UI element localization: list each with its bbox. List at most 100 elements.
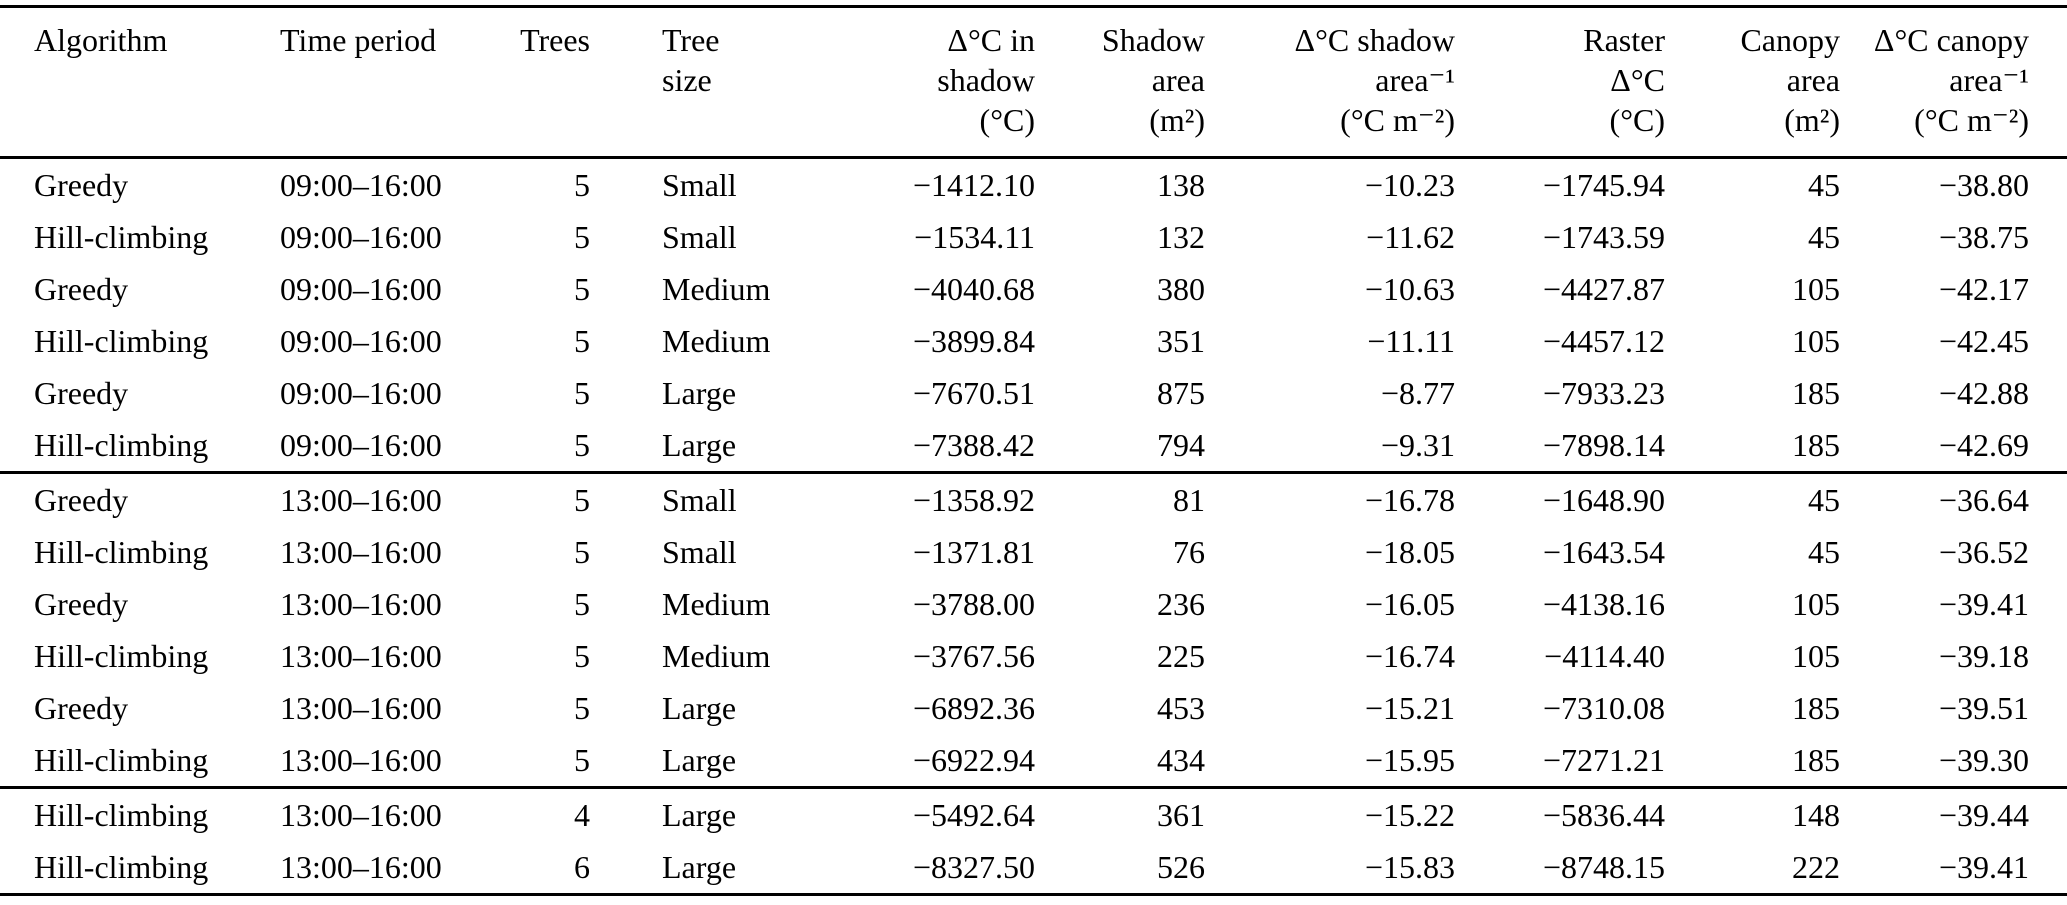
column-header-dc-canopy-area: Δ°C canopy area⁻¹ (°C m⁻²) bbox=[1850, 7, 2067, 158]
header-line: size bbox=[662, 62, 712, 98]
cell-tree-size: Medium bbox=[662, 586, 771, 622]
cell-dc-canopy-area: −42.45 bbox=[1938, 323, 2029, 359]
cell-trees: 5 bbox=[574, 323, 590, 359]
header-line: Time period bbox=[280, 22, 437, 58]
header-line: shadow bbox=[937, 62, 1035, 98]
cell-canopy-area: 45 bbox=[1808, 167, 1840, 203]
cell-dc-shadow-area: −11.62 bbox=[1366, 219, 1455, 255]
cell-dc-shadow: −6892.36 bbox=[912, 690, 1035, 726]
header-line: (°C) bbox=[1609, 102, 1665, 138]
cell-canopy-area: 105 bbox=[1792, 323, 1840, 359]
cell-dc-canopy-area: −39.18 bbox=[1938, 638, 2029, 674]
cell-canopy-area: 45 bbox=[1808, 482, 1840, 518]
header-line: (°C) bbox=[979, 102, 1035, 138]
cell-dc-canopy-area: −36.52 bbox=[1938, 534, 2029, 570]
cell-time-period: 09:00–16:00 bbox=[280, 427, 442, 463]
cell-shadow-area: 132 bbox=[1157, 219, 1205, 255]
cell-dc-shadow-area: −15.22 bbox=[1364, 797, 1455, 833]
cell-canopy-area: 148 bbox=[1792, 797, 1840, 833]
column-header-raster-dc: Raster Δ°C (°C) bbox=[1465, 7, 1675, 158]
cell-time-period: 13:00–16:00 bbox=[280, 742, 442, 778]
cell-raster-dc: −7898.14 bbox=[1542, 427, 1665, 463]
cell-dc-shadow: −1371.81 bbox=[912, 534, 1035, 570]
header-line: Δ°C shadow bbox=[1294, 22, 1455, 58]
cell-dc-canopy-area: −39.30 bbox=[1938, 742, 2029, 778]
cell-shadow-area: 76 bbox=[1173, 534, 1205, 570]
cell-shadow-area: 81 bbox=[1173, 482, 1205, 518]
cell-time-period: 09:00–16:00 bbox=[280, 219, 442, 255]
cell-time-period: 09:00–16:00 bbox=[280, 323, 442, 359]
header-line: Canopy bbox=[1740, 22, 1840, 58]
cell-dc-shadow-area: −10.63 bbox=[1364, 271, 1455, 307]
cell-raster-dc: −7271.21 bbox=[1542, 742, 1665, 778]
column-header-shadow-area: Shadow area (m²) bbox=[1045, 7, 1215, 158]
cell-dc-canopy-area: −39.51 bbox=[1938, 690, 2029, 726]
cell-dc-canopy-area: −38.80 bbox=[1938, 167, 2029, 203]
cell-raster-dc: −8748.15 bbox=[1542, 849, 1665, 885]
cell-shadow-area: 351 bbox=[1157, 323, 1205, 359]
cell-trees: 5 bbox=[574, 271, 590, 307]
cell-algorithm: Hill-climbing bbox=[34, 638, 209, 674]
cell-shadow-area: 794 bbox=[1157, 427, 1205, 463]
cell-time-period: 13:00–16:00 bbox=[280, 849, 442, 885]
cell-canopy-area: 105 bbox=[1792, 638, 1840, 674]
cell-algorithm: Greedy bbox=[34, 482, 129, 518]
cell-dc-shadow: −1412.10 bbox=[912, 167, 1035, 203]
table-row: Greedy 09:00–16:00 5 Medium −4040.68 380 −10.6… bbox=[0, 263, 2067, 315]
cell-shadow-area: 236 bbox=[1157, 586, 1205, 622]
cell-raster-dc: −7310.08 bbox=[1542, 690, 1665, 726]
cell-tree-size: Large bbox=[662, 742, 737, 778]
cell-raster-dc: −1643.54 bbox=[1542, 534, 1665, 570]
cell-time-period: 13:00–16:00 bbox=[280, 638, 442, 674]
cell-dc-canopy-area: −39.41 bbox=[1938, 586, 2029, 622]
row-group-2: Greedy 13:00–16:00 5 Small −1358.92 81 −16.78 −… bbox=[0, 472, 2067, 788]
cell-tree-size: Large bbox=[662, 427, 737, 463]
column-header-tree-size: Tree size bbox=[600, 7, 820, 158]
cell-algorithm: Greedy bbox=[34, 167, 129, 203]
cell-dc-shadow-area: −8.77 bbox=[1380, 375, 1455, 411]
cell-tree-size: Large bbox=[662, 690, 737, 726]
table-row: Greedy 09:00–16:00 5 Large −7670.51 875 −8.77 −… bbox=[0, 367, 2067, 419]
cell-time-period: 13:00–16:00 bbox=[280, 534, 442, 570]
cell-algorithm: Hill-climbing bbox=[34, 849, 209, 885]
cell-algorithm: Hill-climbing bbox=[34, 742, 209, 778]
cell-raster-dc: −4427.87 bbox=[1542, 271, 1665, 307]
column-header-time-period: Time period bbox=[270, 7, 500, 158]
cell-dc-shadow-area: −10.23 bbox=[1364, 167, 1455, 203]
cell-tree-size: Large bbox=[662, 849, 737, 885]
cell-shadow-area: 875 bbox=[1157, 375, 1205, 411]
cell-tree-size: Small bbox=[662, 219, 737, 255]
header-line: Δ°C bbox=[1610, 62, 1665, 98]
cell-time-period: 13:00–16:00 bbox=[280, 586, 442, 622]
cell-raster-dc: −5836.44 bbox=[1542, 797, 1665, 833]
cell-tree-size: Small bbox=[662, 534, 737, 570]
cell-raster-dc: −4114.40 bbox=[1544, 638, 1665, 674]
cell-canopy-area: 105 bbox=[1792, 271, 1840, 307]
cell-time-period: 09:00–16:00 bbox=[280, 375, 442, 411]
header-line: (m²) bbox=[1784, 102, 1840, 138]
header-line: Trees bbox=[520, 22, 590, 58]
column-header-algorithm: Algorithm bbox=[0, 7, 270, 158]
header-row: Algorithm Time period Trees Tree size Δ°C in s… bbox=[0, 7, 2067, 158]
cell-shadow-area: 138 bbox=[1157, 167, 1205, 203]
header-line: area bbox=[1786, 62, 1840, 98]
cell-trees: 5 bbox=[574, 482, 590, 518]
cell-time-period: 09:00–16:00 bbox=[280, 167, 442, 203]
cell-shadow-area: 380 bbox=[1157, 271, 1205, 307]
cell-dc-shadow: −3788.00 bbox=[912, 586, 1035, 622]
cell-canopy-area: 105 bbox=[1792, 586, 1840, 622]
column-header-dc-shadow-area: Δ°C shadow area⁻¹ (°C m⁻²) bbox=[1215, 7, 1465, 158]
header-line: (°C m⁻²) bbox=[1340, 102, 1455, 138]
cell-trees: 5 bbox=[574, 534, 590, 570]
table-row: Hill-climbing 13:00–16:00 6 Large −8327.50 52… bbox=[0, 841, 2067, 895]
cell-tree-size: Medium bbox=[662, 323, 771, 359]
cell-dc-shadow: −7388.42 bbox=[912, 427, 1035, 463]
cell-trees: 4 bbox=[574, 797, 590, 833]
cell-algorithm: Greedy bbox=[34, 271, 129, 307]
cell-trees: 5 bbox=[574, 375, 590, 411]
cell-raster-dc: −4457.12 bbox=[1542, 323, 1665, 359]
cell-tree-size: Large bbox=[662, 797, 737, 833]
cell-dc-shadow: −6922.94 bbox=[912, 742, 1035, 778]
cell-dc-shadow-area: −9.31 bbox=[1380, 427, 1455, 463]
cell-dc-canopy-area: −38.75 bbox=[1938, 219, 2029, 255]
